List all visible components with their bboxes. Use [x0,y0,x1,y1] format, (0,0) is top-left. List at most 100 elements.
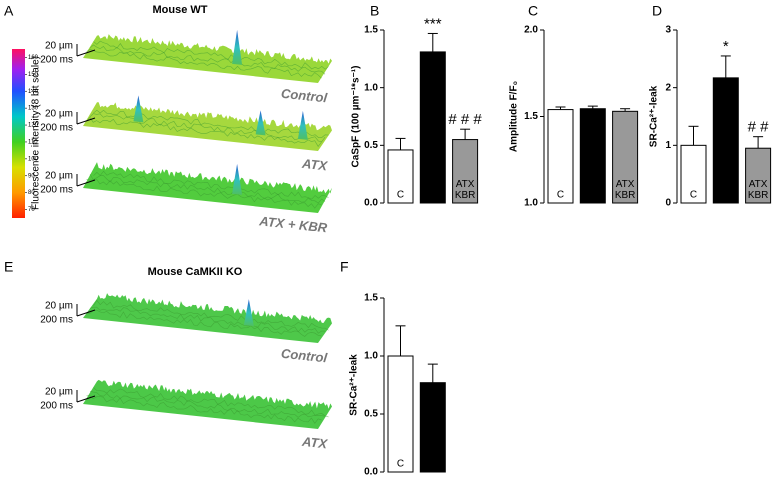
colorbar-label: Fluorescence intensity (8 bit scale) [31,56,42,210]
y-tick-label: 1.0 [524,198,538,209]
colorbar-tick-label: 110 [28,140,38,146]
colorbar-tick-label: 150 [28,72,39,78]
y-tick-label: 1 [665,140,671,151]
surface-peak [133,95,144,123]
scale-label: 200 ms [40,401,73,412]
category-label: ATX [423,459,442,470]
category-label: C [690,190,697,201]
surface-peak [232,163,243,195]
surface-texture [89,390,326,418]
bar [387,149,414,204]
y-tick-label: 1.5 [364,25,378,36]
y-tick-label: 1.0 [364,82,378,93]
condition-label: Control [280,346,328,366]
scale-label: 20 µm [45,109,73,120]
scale-bar [76,117,96,125]
panel-letter: E [4,259,13,275]
colorbar-tick-label: 80 [28,190,35,196]
bar [680,144,707,204]
panel-letter: B [370,3,379,19]
surface-texture [93,40,329,70]
surface-texture [89,306,326,334]
scale-label: 20 µm [45,387,73,398]
bar [579,108,606,204]
colorbar [12,49,25,218]
scale-label: 20 µm [45,171,73,182]
scale-bar [76,395,96,403]
bar [419,51,446,204]
bar [387,355,414,473]
surface-texture [86,309,322,337]
y-axis-label: SR-Ca²⁺-leak [349,354,360,416]
condition-label: ATX + KBR [258,213,329,235]
surface-texture [86,116,322,147]
bar [745,147,772,204]
y-tick-label: 1.0 [364,351,378,362]
scale-label: 200 ms [40,55,73,66]
colorbar-tick-label: 140 [28,89,39,95]
panel-letter: C [528,3,538,19]
y-tick-label: 0.5 [364,409,378,420]
panel-letter: D [652,3,662,19]
surface-texture [93,109,329,138]
category-label: ATX [423,190,442,201]
panel-title: Mouse WT [153,4,208,16]
panel-letter: F [340,259,349,275]
category-label: ATX KBR [748,179,769,201]
bar [712,77,739,204]
y-tick-label: 0.5 [364,140,378,151]
y-tick-label: 2 [665,82,671,93]
bar [452,139,479,204]
category-label: C [397,459,404,470]
surface-peak [255,110,266,136]
scale-label: 20 µm [45,41,73,52]
significance: * [723,38,729,55]
category-label: ATX KBR [455,179,476,201]
y-tick-label: 0.0 [364,198,378,209]
scale-bar [76,49,96,57]
significance: # # [748,119,770,136]
surface-peak [232,29,243,65]
bar [547,109,574,204]
surface-texture [93,387,329,418]
scale-label: 20 µm [45,301,73,312]
y-axis-label: Amplitude F/F₀ [509,81,520,152]
surface-texture [86,395,322,424]
panel-letter: A [4,3,14,19]
surface [83,379,332,429]
bar [612,110,639,204]
y-tick-label: 3 [665,25,671,36]
condition-label: ATX [300,156,329,174]
surface-peak [297,110,308,140]
y-tick-label: 1.5 [364,293,378,304]
colorbar-tick-label: 130 [28,106,39,112]
colorbar-tick-label: 100 [28,156,39,162]
bar [419,382,446,473]
y-tick-label: 1.5 [524,111,538,122]
surface-texture [93,170,329,200]
category-label: ATX KBR [615,179,636,201]
scale-label: 200 ms [40,185,73,196]
y-tick-label: 2.0 [524,25,538,36]
condition-label: Control [280,86,328,106]
y-tick-label: 0 [665,198,671,209]
surface-texture [89,113,326,143]
scale-bar [76,309,96,317]
significance: # # # [448,111,482,128]
category-label: C [397,190,404,201]
colorbar-tick-label: 120 [28,123,39,129]
scale-label: 200 ms [40,315,73,326]
surface-texture [86,49,322,79]
panel-title: Mouse CaMKII KO [148,266,243,278]
surface-peak [243,299,254,327]
surface [83,34,332,83]
scale-label: 200 ms [40,123,73,134]
colorbar-tick-label: 90 [28,173,35,179]
category-label: C [557,190,564,201]
surface [83,102,332,151]
y-axis-label: CaSpF (100 µm⁻¹*s⁻¹) [351,66,362,168]
colorbar-tick-label: 160 [28,55,39,61]
surface-texture [93,299,329,331]
surface-texture [86,178,322,209]
